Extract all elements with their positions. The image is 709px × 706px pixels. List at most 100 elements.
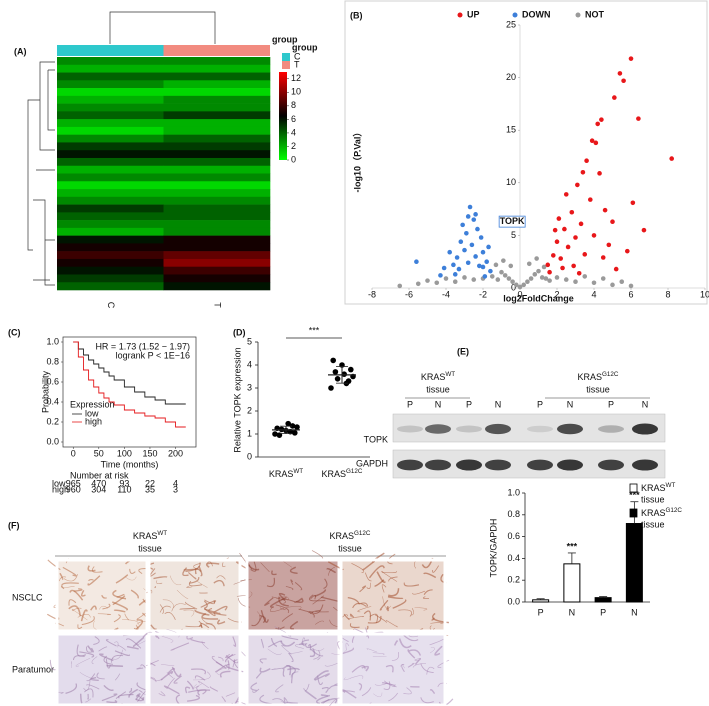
group-header: KRASG12C bbox=[578, 371, 619, 383]
y-tick-label: 0.6 bbox=[46, 376, 59, 386]
band bbox=[527, 459, 553, 471]
tissue-fiber bbox=[305, 691, 316, 699]
point bbox=[458, 239, 464, 245]
tissue-fiber bbox=[286, 702, 298, 703]
tissue-fiber bbox=[161, 664, 174, 666]
tissue-fiber bbox=[177, 590, 188, 599]
y-tick-label: 1.0 bbox=[46, 336, 59, 346]
tissue-fiber bbox=[212, 656, 222, 665]
tissue-image bbox=[245, 627, 350, 706]
tissue-fiber bbox=[384, 681, 390, 689]
heat-cell bbox=[163, 196, 271, 205]
lane-label: P bbox=[466, 399, 472, 409]
point bbox=[488, 268, 493, 274]
tissue-fiber bbox=[315, 589, 326, 596]
tissue-fiber bbox=[362, 687, 371, 695]
point bbox=[625, 248, 630, 254]
point bbox=[630, 200, 636, 206]
point bbox=[434, 280, 440, 286]
heat-cell bbox=[163, 181, 271, 190]
risk-value: 965 bbox=[66, 478, 81, 488]
group-header: KRASWT bbox=[421, 371, 455, 383]
point bbox=[610, 282, 615, 288]
tissue-fiber bbox=[81, 694, 82, 703]
tissue-fiber bbox=[381, 571, 397, 582]
point bbox=[589, 138, 595, 144]
tissue-fiber bbox=[161, 672, 172, 680]
x-tick-label-sup: WT bbox=[293, 468, 303, 475]
heat-cell bbox=[163, 220, 271, 229]
point bbox=[510, 279, 515, 284]
point bbox=[613, 266, 619, 272]
tissue-fiber bbox=[427, 667, 435, 675]
y-axis-label: Relative TOPK expression bbox=[232, 347, 242, 452]
heat-cell bbox=[57, 266, 164, 275]
point bbox=[348, 366, 354, 373]
point bbox=[471, 217, 477, 222]
tissue-fiber bbox=[86, 647, 92, 653]
tissue-fiber bbox=[435, 646, 442, 655]
legend-label-base: KRAS bbox=[641, 483, 666, 493]
tissue-fiber bbox=[408, 650, 415, 658]
point bbox=[289, 423, 296, 429]
point bbox=[415, 281, 421, 287]
tissue-fiber bbox=[421, 663, 434, 672]
tissue-fiber bbox=[202, 614, 218, 619]
tissue-fiber bbox=[134, 637, 144, 646]
heat-cell bbox=[163, 80, 271, 89]
tissue-fiber bbox=[317, 695, 330, 703]
heat-cell bbox=[57, 72, 164, 81]
tissue-fiber bbox=[112, 655, 124, 662]
heat-cell bbox=[57, 243, 164, 252]
heat-cell bbox=[57, 204, 164, 213]
tissue-fiber bbox=[172, 604, 186, 612]
tissue-fiber bbox=[251, 683, 257, 691]
tissue-fiber bbox=[413, 663, 426, 667]
tissue-fiber bbox=[85, 699, 91, 702]
tissue-fiber bbox=[412, 591, 425, 594]
tissue-fiber bbox=[198, 681, 209, 688]
row-label: TOPK bbox=[364, 434, 388, 444]
point bbox=[558, 256, 563, 261]
lane-label: N bbox=[642, 399, 649, 409]
tissue-fiber bbox=[137, 668, 143, 669]
group-header-base: KRAS bbox=[578, 372, 603, 382]
x-tick-label: 8 bbox=[665, 289, 670, 299]
tissue-fiber bbox=[88, 694, 89, 699]
tissue-fiber bbox=[136, 694, 140, 700]
lane-label: P bbox=[608, 399, 614, 409]
point bbox=[330, 357, 337, 364]
tissue-fiber bbox=[261, 610, 268, 622]
x-label: T bbox=[212, 302, 222, 308]
group-header: tissue bbox=[426, 384, 450, 394]
tissue-fiber bbox=[404, 635, 418, 640]
annotation-label: group bbox=[272, 34, 298, 44]
tissue-fiber bbox=[260, 695, 272, 704]
x-tick-label: 0 bbox=[517, 289, 522, 299]
colorbar-label: 2 bbox=[291, 141, 296, 151]
heat-cell bbox=[57, 80, 164, 89]
tissue-frame bbox=[339, 632, 447, 706]
tissue-fiber bbox=[295, 582, 302, 590]
x-tick-label: KRASWT bbox=[269, 468, 303, 480]
tissue-fiber bbox=[321, 699, 336, 703]
tissue-fiber bbox=[186, 687, 190, 693]
tissue-fiber bbox=[112, 650, 123, 660]
tissue-fiber bbox=[284, 698, 286, 704]
tissue-fiber bbox=[343, 690, 357, 698]
tissue-fiber bbox=[350, 623, 359, 627]
tissue-fiber bbox=[286, 586, 293, 589]
legend-label: KRASG12C bbox=[641, 507, 682, 519]
heat-cell bbox=[163, 173, 271, 182]
tissue-fiber bbox=[151, 625, 156, 630]
tissue-fiber bbox=[267, 578, 274, 587]
heat-cell bbox=[57, 150, 164, 159]
tissue-fiber bbox=[187, 695, 199, 701]
tissue-fiber bbox=[276, 605, 289, 613]
tissue-fiber bbox=[193, 672, 210, 680]
legend-label: tissue bbox=[641, 494, 665, 504]
panel-label: (D) bbox=[233, 327, 246, 337]
point bbox=[575, 182, 580, 188]
tissue-fiber bbox=[91, 678, 99, 681]
tissue-fiber bbox=[261, 639, 263, 648]
